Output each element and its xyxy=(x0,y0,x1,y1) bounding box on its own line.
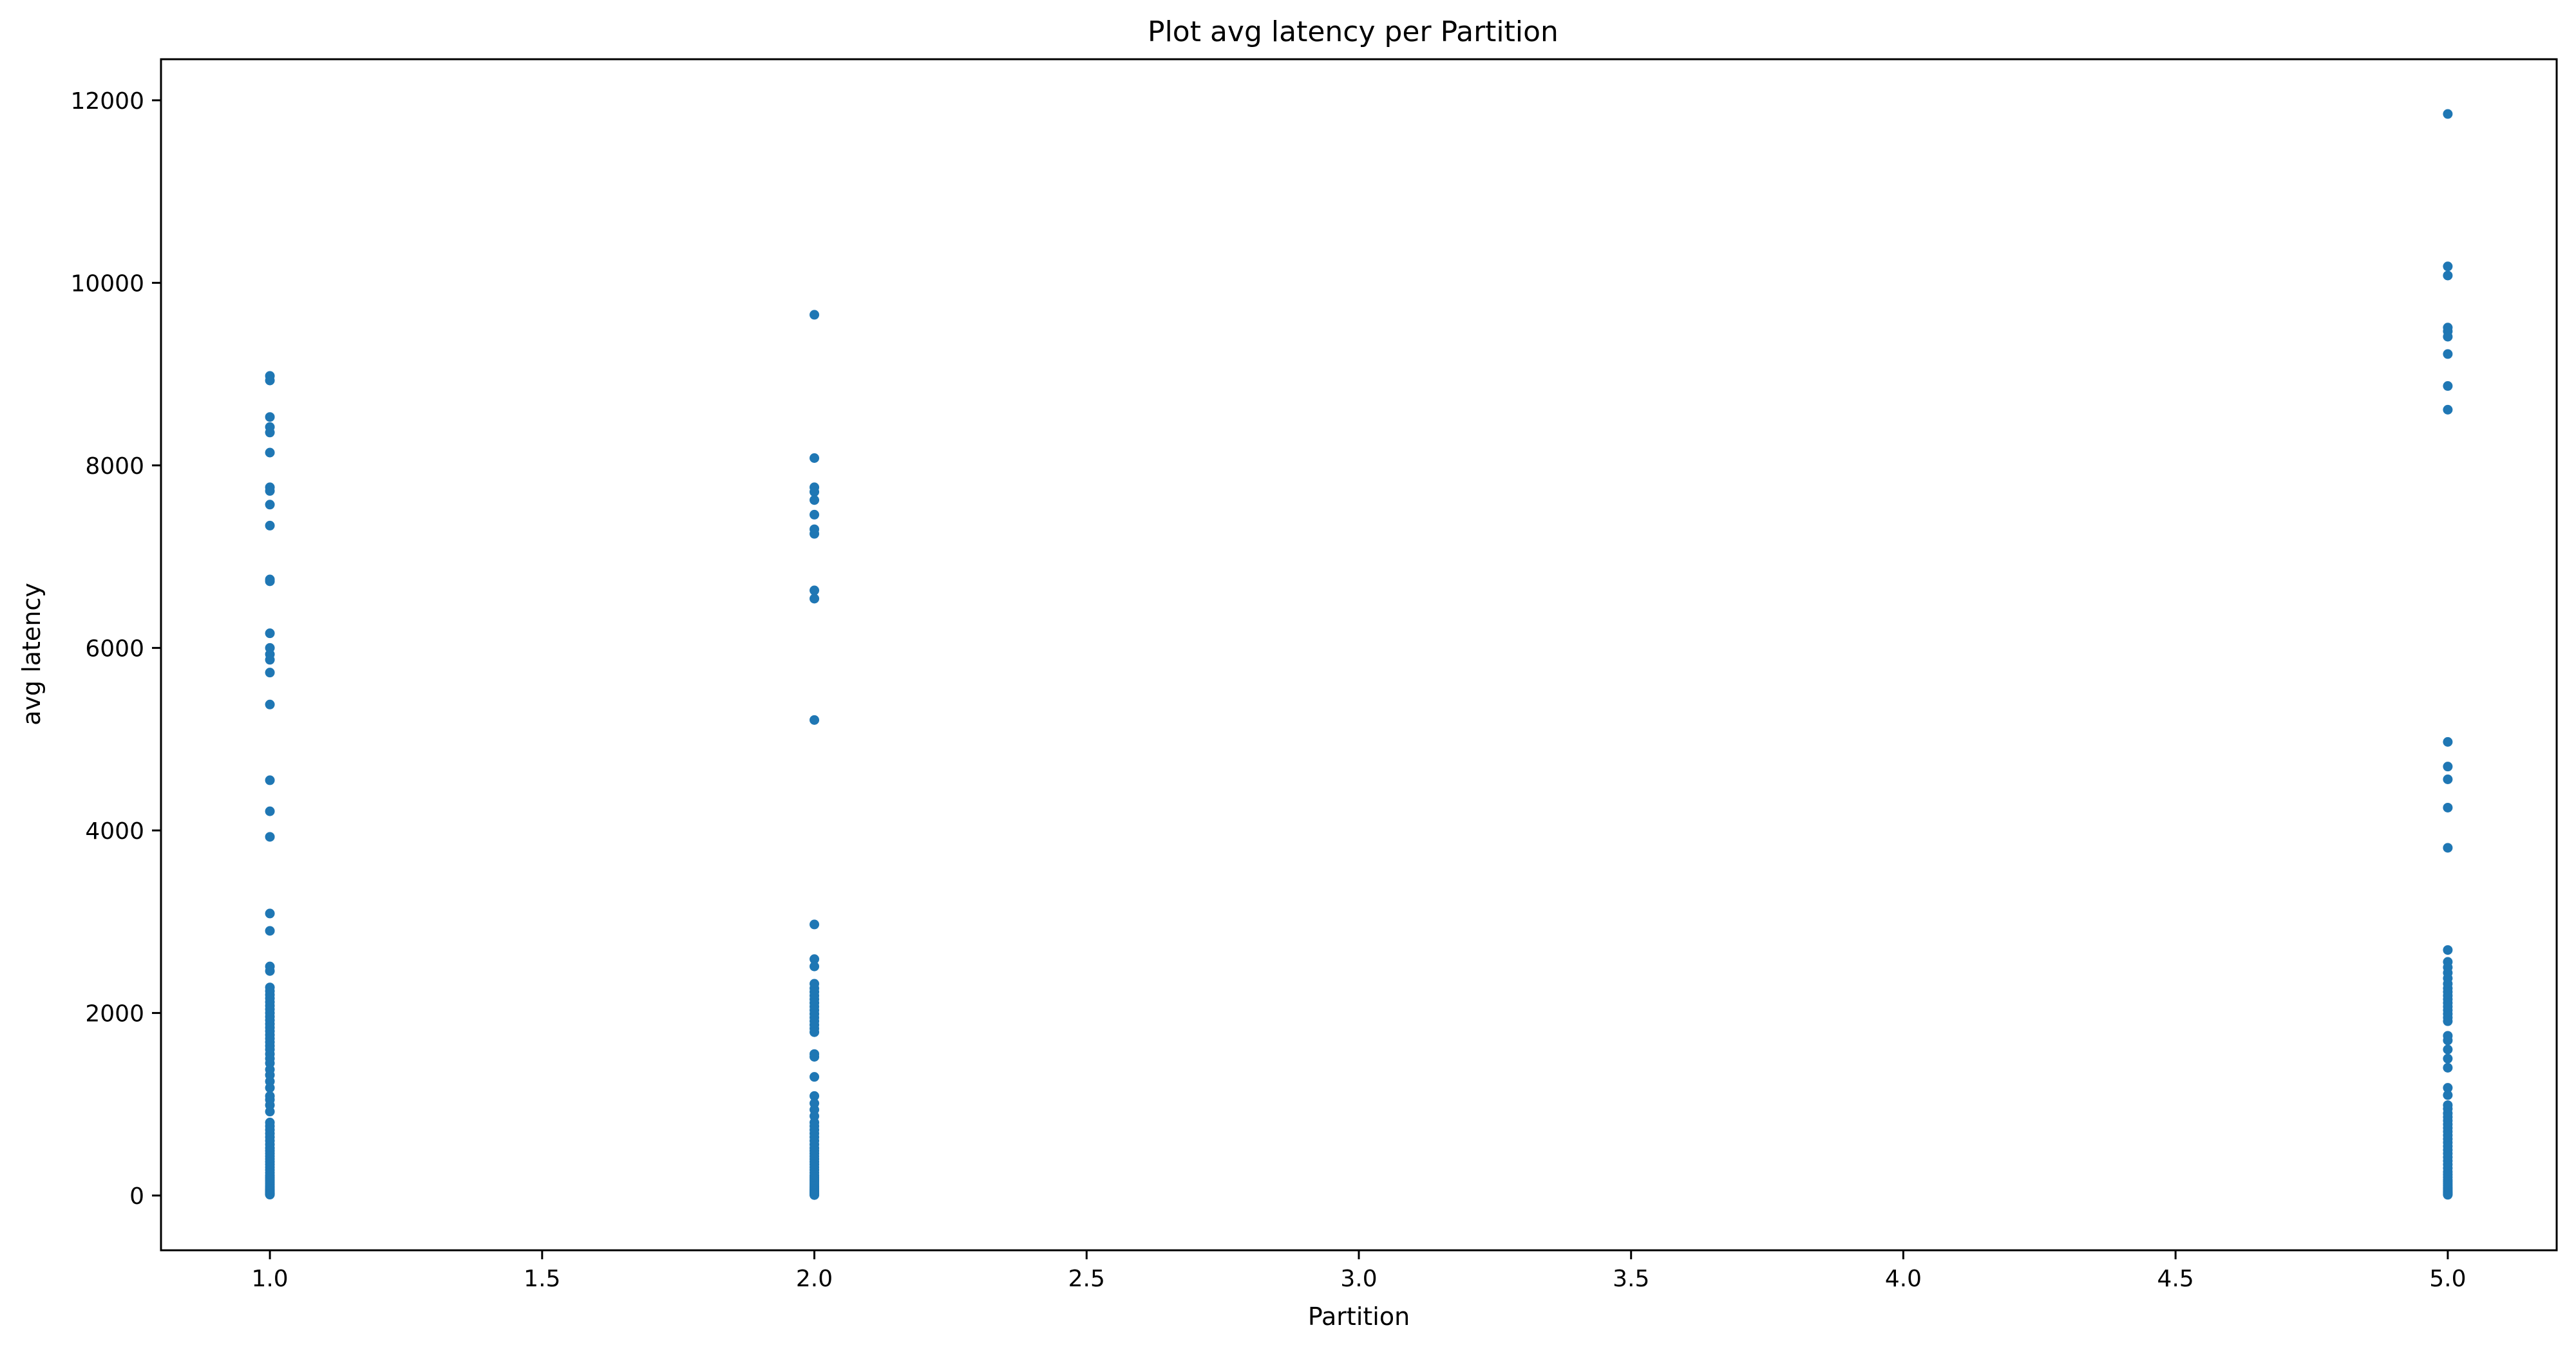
x-axis-label: Partition xyxy=(1308,1302,1410,1331)
x-tick-label: 2.5 xyxy=(1068,1266,1105,1292)
y-tick-label: 4000 xyxy=(85,818,144,845)
data-point xyxy=(265,806,275,816)
data-point xyxy=(810,1190,820,1200)
data-point xyxy=(2443,1016,2453,1026)
data-point xyxy=(265,412,275,422)
data-point xyxy=(810,919,820,930)
data-point xyxy=(810,529,820,539)
data-point xyxy=(810,585,820,596)
data-point xyxy=(265,486,275,496)
data-point xyxy=(265,1107,275,1117)
data-point xyxy=(2443,1053,2453,1064)
data-point xyxy=(2443,349,2453,359)
data-point xyxy=(2443,332,2453,342)
data-point xyxy=(2443,1062,2453,1073)
data-point xyxy=(265,832,275,842)
data-point xyxy=(810,1091,820,1101)
x-tick-label: 1.5 xyxy=(524,1266,560,1292)
data-point xyxy=(265,775,275,785)
data-point xyxy=(265,655,275,665)
y-tick-label: 0 xyxy=(129,1183,144,1210)
data-point xyxy=(2443,1090,2453,1100)
data-point xyxy=(2443,945,2453,955)
data-point xyxy=(2443,1044,2453,1055)
data-point xyxy=(2443,1035,2453,1046)
data-point xyxy=(810,509,820,520)
plot-area-frame xyxy=(160,58,2558,1252)
data-point xyxy=(265,576,275,587)
x-tick-label: 1.0 xyxy=(251,1266,288,1292)
x-tick-label: 4.0 xyxy=(1885,1266,1922,1292)
x-tick-label: 3.5 xyxy=(1613,1266,1649,1292)
data-point xyxy=(2443,270,2453,281)
data-point xyxy=(810,1027,820,1037)
y-tick-label: 12000 xyxy=(70,88,144,115)
x-tick-label: 3.0 xyxy=(1340,1266,1377,1292)
data-point xyxy=(2443,381,2453,391)
x-tick-label: 5.0 xyxy=(2429,1266,2466,1292)
data-point xyxy=(265,668,275,678)
data-point xyxy=(810,961,820,972)
x-tick-label: 2.0 xyxy=(796,1266,833,1292)
data-point xyxy=(2443,1083,2453,1093)
y-tick-label: 6000 xyxy=(85,635,144,662)
data-point xyxy=(265,966,275,976)
data-point xyxy=(2443,261,2453,272)
data-point xyxy=(2443,109,2453,119)
data-point xyxy=(810,594,820,604)
data-point xyxy=(810,715,820,725)
data-point xyxy=(810,1051,820,1062)
y-axis-ticks: 0 2000 4000 6000 8000 10000 12000 xyxy=(70,88,161,1210)
data-point xyxy=(810,487,820,497)
data-point xyxy=(265,520,275,530)
data-point xyxy=(265,427,275,438)
data-point xyxy=(2443,775,2453,785)
data-point xyxy=(265,500,275,510)
data-point xyxy=(2443,762,2453,772)
data-points xyxy=(265,109,2453,1200)
x-tick-label: 4.5 xyxy=(2157,1266,2194,1292)
data-point xyxy=(265,1083,275,1093)
data-point xyxy=(810,954,820,964)
y-axis-label: avg latency xyxy=(17,583,46,726)
data-point xyxy=(265,1190,275,1200)
data-point xyxy=(810,310,820,320)
data-point xyxy=(265,628,275,639)
data-point xyxy=(810,1072,820,1082)
y-tick-label: 8000 xyxy=(85,453,144,480)
data-point xyxy=(810,453,820,464)
chart-title: Plot avg latency per Partition xyxy=(1148,15,1558,48)
y-tick-label: 2000 xyxy=(85,1000,144,1027)
data-point xyxy=(2443,1190,2453,1200)
data-point xyxy=(265,375,275,386)
data-point xyxy=(810,495,820,505)
y-tick-label: 10000 xyxy=(70,270,144,297)
x-axis-ticks: 1.0 1.5 2.0 2.5 3.0 3.5 4.0 4.5 5.0 xyxy=(251,1250,2467,1292)
data-point xyxy=(265,908,275,919)
data-point xyxy=(265,699,275,709)
data-point xyxy=(265,926,275,936)
data-point xyxy=(2443,802,2453,812)
data-point xyxy=(2443,843,2453,853)
data-point xyxy=(265,447,275,458)
data-point xyxy=(2443,737,2453,747)
data-point xyxy=(2443,404,2453,415)
